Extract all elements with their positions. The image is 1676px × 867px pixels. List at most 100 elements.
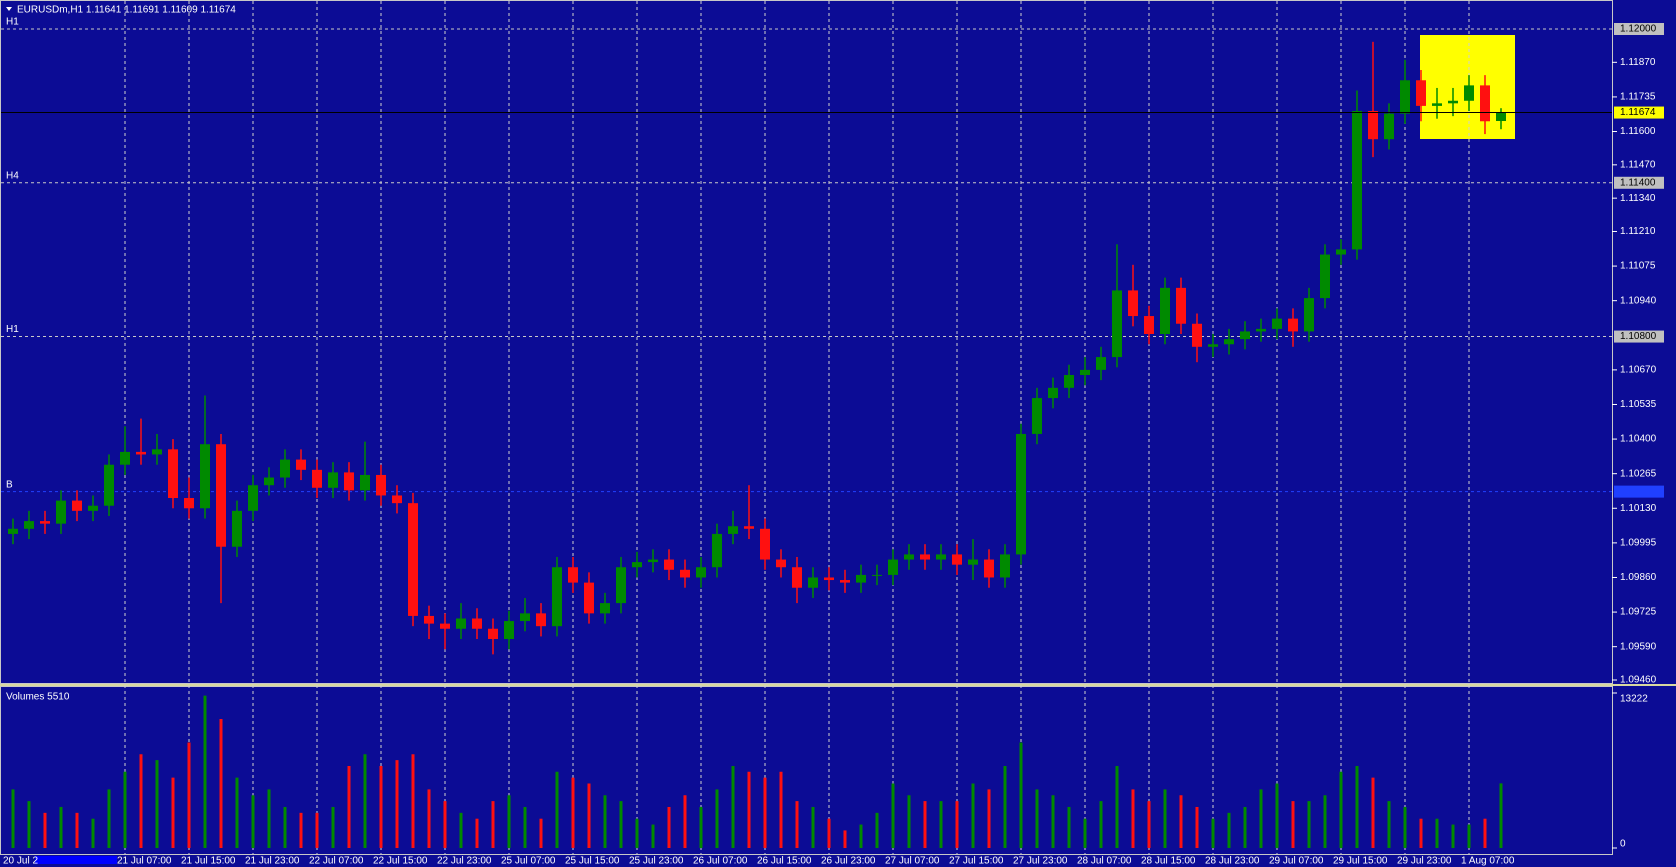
candle-body [888, 559, 898, 575]
candle-body [1320, 254, 1330, 299]
candle-body [1128, 290, 1138, 317]
candle-body [296, 459, 306, 470]
y-tick-label: 1.11870 [1620, 57, 1656, 68]
y-tick-label: 1.10130 [1620, 503, 1657, 514]
level-axis-box [1614, 176, 1664, 189]
candle-body [568, 567, 578, 583]
candle-body [792, 567, 802, 588]
candle-body [472, 618, 482, 629]
candle-body [872, 574, 882, 576]
candle-body [424, 615, 434, 624]
level-axis-box [1614, 23, 1664, 35]
candle-body [584, 582, 594, 614]
level-axis-label: 1.11400 [1620, 177, 1656, 188]
x-tick-label: 25 Jul 15:00 [565, 856, 620, 867]
candle-body [936, 554, 946, 560]
candle-body [56, 500, 66, 524]
candle-body [776, 559, 786, 568]
x-tick-label: 22 Jul 15:00 [373, 856, 428, 867]
candle-body [1368, 111, 1378, 140]
candle-body [808, 577, 818, 588]
candle-body [440, 623, 450, 629]
y-tick-label: 1.09725 [1620, 607, 1657, 618]
candle-body [1400, 80, 1410, 114]
candle-body [1080, 369, 1090, 376]
candle-body [216, 444, 226, 547]
candle-body [904, 554, 914, 560]
current-price-box [1614, 106, 1664, 119]
candle-body [88, 505, 98, 511]
candle-body [1000, 554, 1010, 578]
volume-title: Volumes 5510 [6, 692, 70, 703]
candle-body [840, 580, 850, 583]
candle-body [952, 554, 962, 565]
current-price-label: 1.11674 [1620, 107, 1656, 118]
candle-body [504, 621, 514, 639]
candle-body [152, 449, 162, 455]
candle-body [856, 574, 866, 583]
candle-body [1016, 433, 1026, 555]
level-axis-box [1614, 485, 1664, 498]
candle-body [1144, 316, 1154, 334]
candle-body [392, 495, 402, 504]
candle-body [824, 577, 834, 581]
candle-body [1352, 111, 1362, 250]
candle-body [520, 613, 530, 622]
candle-body [728, 526, 738, 534]
x-tick-label: 27 Jul 15:00 [949, 856, 1004, 867]
candle-body [1224, 339, 1234, 345]
candle-body [1496, 112, 1506, 122]
candle-body [24, 521, 34, 529]
menu-arrow[interactable] [6, 7, 12, 11]
candle-body [1432, 103, 1442, 106]
x-tick-label: 22 Jul 23:00 [437, 856, 492, 867]
candle-body [1480, 85, 1490, 122]
candle-body [1112, 290, 1122, 358]
candle-body [120, 451, 130, 465]
x-tick-label: 28 Jul 15:00 [1141, 856, 1196, 867]
candle-body [200, 444, 210, 509]
x-tick-label: 28 Jul 07:00 [1077, 856, 1132, 867]
candle-body [600, 603, 610, 614]
candle-body [376, 474, 386, 496]
y-tick-label: 1.10670 [1620, 365, 1657, 376]
volume-tick-label: 13222 [1620, 694, 1648, 705]
y-tick-label: 1.11735 [1620, 92, 1656, 103]
level-axis-label: 1.12000 [1620, 24, 1657, 35]
candle-body [1304, 298, 1314, 332]
candle-body [632, 562, 642, 568]
candle-body [1288, 318, 1298, 332]
candle-body [1096, 357, 1106, 370]
candle-body [1272, 318, 1282, 329]
x-tick-label: 22 Jul 07:00 [309, 856, 364, 867]
candle-body [920, 554, 930, 560]
candle-body [72, 500, 82, 511]
scrollbar[interactable] [35, 856, 117, 864]
candle-body [1048, 387, 1058, 399]
candle-body [104, 464, 114, 506]
candle-body [1336, 249, 1346, 255]
candle-body [264, 477, 274, 486]
candle-body [136, 451, 146, 455]
candle-body [168, 449, 178, 499]
candle-body [664, 559, 674, 570]
y-tick-label: 1.11210 [1620, 226, 1656, 237]
level-label: H4 [6, 170, 19, 181]
volume-tick-label: 0 [1620, 839, 1626, 850]
candle-body [280, 459, 290, 478]
candle-body [552, 567, 562, 627]
candle-body [1160, 287, 1170, 334]
y-tick-label: 1.10400 [1620, 434, 1657, 445]
level-label: B [6, 479, 13, 490]
x-tick-label: 27 Jul 23:00 [1013, 856, 1068, 867]
level-axis-box [1614, 330, 1664, 343]
candle-body [40, 521, 50, 524]
candle-body [1064, 375, 1074, 388]
y-tick-label: 1.10535 [1620, 399, 1657, 410]
candle-body [344, 472, 354, 491]
y-tick-label: 1.11075 [1620, 261, 1656, 272]
candle-body [744, 526, 754, 529]
x-tick-label: 1 Aug 07:00 [1461, 856, 1515, 867]
candle-body [984, 559, 994, 578]
